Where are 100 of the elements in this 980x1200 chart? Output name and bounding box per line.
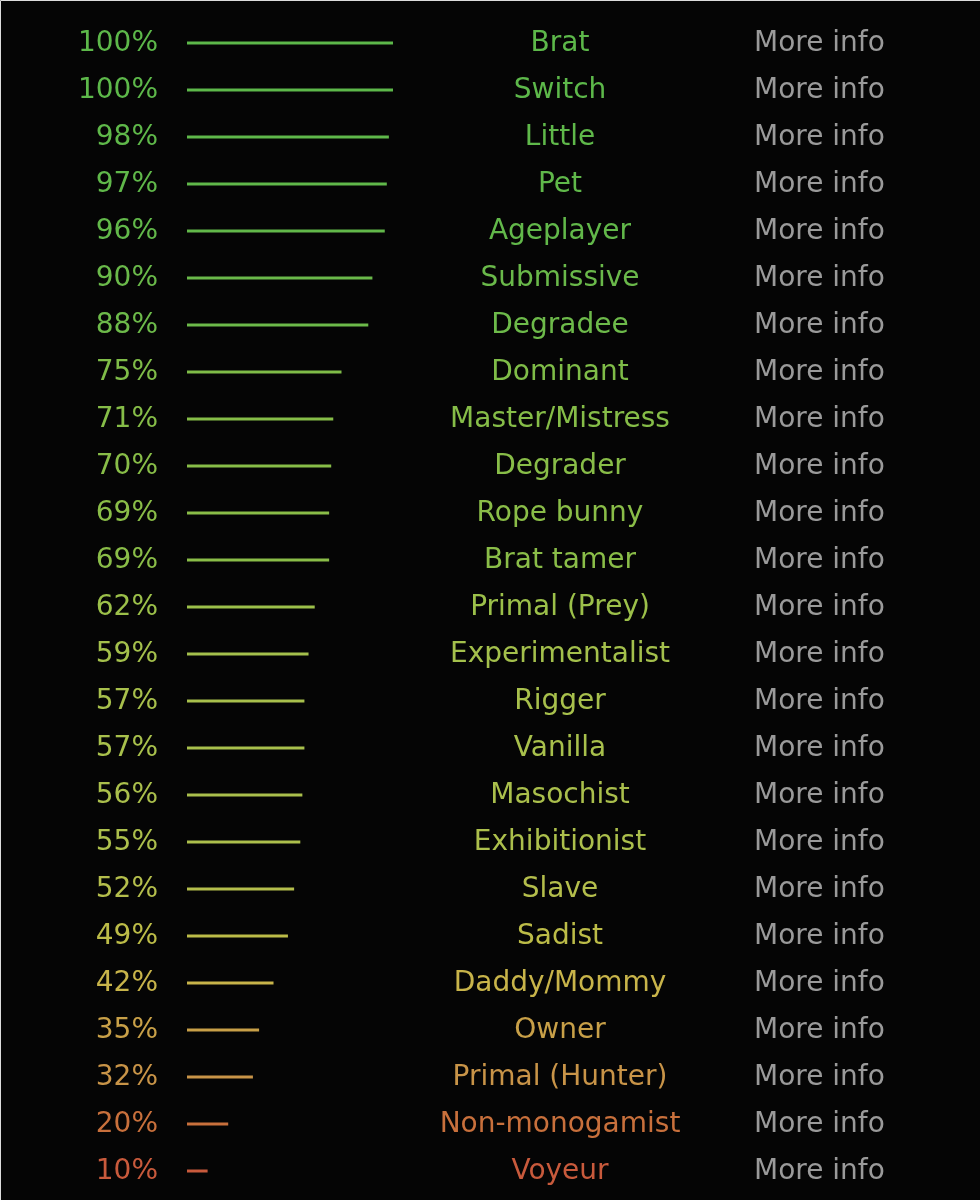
bar bbox=[187, 88, 393, 92]
y-tick-label: Slave bbox=[521, 871, 599, 904]
data-label: 32% bbox=[95, 1059, 158, 1092]
y-tick-label: Owner bbox=[514, 1012, 607, 1045]
y-tick-label: Submissive bbox=[480, 260, 640, 293]
y-tick-label: Exhibitionist bbox=[473, 824, 647, 857]
data-label: 10% bbox=[95, 1153, 158, 1186]
text: More info bbox=[754, 448, 885, 481]
text: More info bbox=[754, 307, 885, 340]
text: More info bbox=[754, 1012, 885, 1045]
bar bbox=[187, 323, 369, 327]
data-label: 69% bbox=[95, 495, 158, 528]
text: More info bbox=[754, 260, 885, 293]
data-label: 56% bbox=[95, 777, 158, 810]
bar bbox=[187, 934, 288, 938]
y-tick-label: Sadist bbox=[516, 918, 604, 951]
text: More info bbox=[754, 25, 885, 58]
data-label: 100% bbox=[77, 25, 158, 58]
data-label: 55% bbox=[95, 824, 158, 857]
y-tick-label: Ageplayer bbox=[488, 213, 632, 246]
bar bbox=[187, 981, 274, 985]
data-label: 20% bbox=[95, 1106, 158, 1139]
y-tick-label: Degrader bbox=[494, 448, 627, 481]
data-label: 35% bbox=[95, 1012, 158, 1045]
data-label: 52% bbox=[95, 871, 158, 904]
data-label: 62% bbox=[95, 589, 158, 622]
text: More info bbox=[754, 777, 885, 810]
y-tick-label: Experimentalist bbox=[449, 636, 671, 669]
y-tick-label: Brat tamer bbox=[484, 542, 637, 575]
y-tick-label: Voyeur bbox=[511, 1153, 610, 1186]
bar bbox=[187, 793, 303, 797]
text: More info bbox=[754, 213, 885, 246]
text: More info bbox=[754, 965, 885, 998]
y-tick-label: Dominant bbox=[491, 354, 629, 387]
bar bbox=[187, 464, 332, 468]
y-tick-label: Rigger bbox=[514, 683, 607, 716]
y-tick-label: Switch bbox=[513, 72, 607, 105]
bar bbox=[187, 229, 385, 233]
data-label: 42% bbox=[95, 965, 158, 998]
data-label: 69% bbox=[95, 542, 158, 575]
y-tick-label: Degradee bbox=[491, 307, 629, 340]
text: More info bbox=[754, 1106, 885, 1139]
y-tick-label: Daddy/Mommy bbox=[453, 965, 667, 998]
text: More info bbox=[754, 72, 885, 105]
bar bbox=[187, 1169, 208, 1173]
y-tick-label: Rope bunny bbox=[476, 495, 644, 528]
data-label: 70% bbox=[95, 448, 158, 481]
bar bbox=[187, 511, 330, 515]
bar bbox=[187, 41, 393, 45]
bar bbox=[187, 1075, 253, 1079]
data-label: 59% bbox=[95, 636, 158, 669]
bar bbox=[187, 276, 373, 280]
bar bbox=[187, 605, 315, 609]
bar bbox=[187, 558, 330, 562]
y-tick-label: Primal (Prey) bbox=[470, 589, 650, 622]
text: More info bbox=[754, 918, 885, 951]
y-tick-label: Primal (Hunter) bbox=[452, 1059, 668, 1092]
data-label: 90% bbox=[95, 260, 158, 293]
text: More info bbox=[754, 354, 885, 387]
data-label: 98% bbox=[95, 119, 158, 152]
y-tick-label: Non-monogamist bbox=[439, 1106, 681, 1139]
text: More info bbox=[754, 636, 885, 669]
text: More info bbox=[754, 401, 885, 434]
y-tick-label: Brat bbox=[530, 25, 590, 58]
y-tick-label: Masochist bbox=[490, 777, 630, 810]
data-label: 96% bbox=[95, 213, 158, 246]
bar bbox=[187, 887, 295, 891]
data-label: 57% bbox=[95, 730, 158, 763]
text: More info bbox=[754, 589, 885, 622]
data-label: 88% bbox=[95, 307, 158, 340]
text: More info bbox=[754, 683, 885, 716]
data-label: 97% bbox=[95, 166, 158, 199]
text: More info bbox=[754, 495, 885, 528]
text: More info bbox=[754, 542, 885, 575]
text: More info bbox=[754, 119, 885, 152]
data-label: 57% bbox=[95, 683, 158, 716]
y-tick-label: Master/Mistress bbox=[450, 401, 670, 434]
y-tick-label: Pet bbox=[537, 166, 583, 199]
data-label: 49% bbox=[95, 918, 158, 951]
bar bbox=[187, 370, 342, 374]
data-label: 75% bbox=[95, 354, 158, 387]
text: More info bbox=[754, 871, 885, 904]
text: More info bbox=[754, 824, 885, 857]
bar bbox=[187, 746, 305, 750]
text: More info bbox=[754, 1153, 885, 1186]
bar bbox=[187, 135, 389, 139]
bar bbox=[187, 699, 305, 703]
bar bbox=[187, 840, 301, 844]
text: More info bbox=[754, 166, 885, 199]
y-tick-label: Little bbox=[524, 119, 596, 152]
data-label: 71% bbox=[95, 401, 158, 434]
text: More info bbox=[754, 730, 885, 763]
bar bbox=[187, 182, 387, 186]
bar bbox=[187, 1122, 229, 1126]
text: More info bbox=[754, 1059, 885, 1092]
bar bbox=[187, 417, 334, 421]
bar bbox=[187, 1028, 260, 1032]
bar bbox=[187, 652, 309, 656]
y-tick-label: Vanilla bbox=[513, 730, 607, 763]
data-label: 100% bbox=[77, 72, 158, 105]
